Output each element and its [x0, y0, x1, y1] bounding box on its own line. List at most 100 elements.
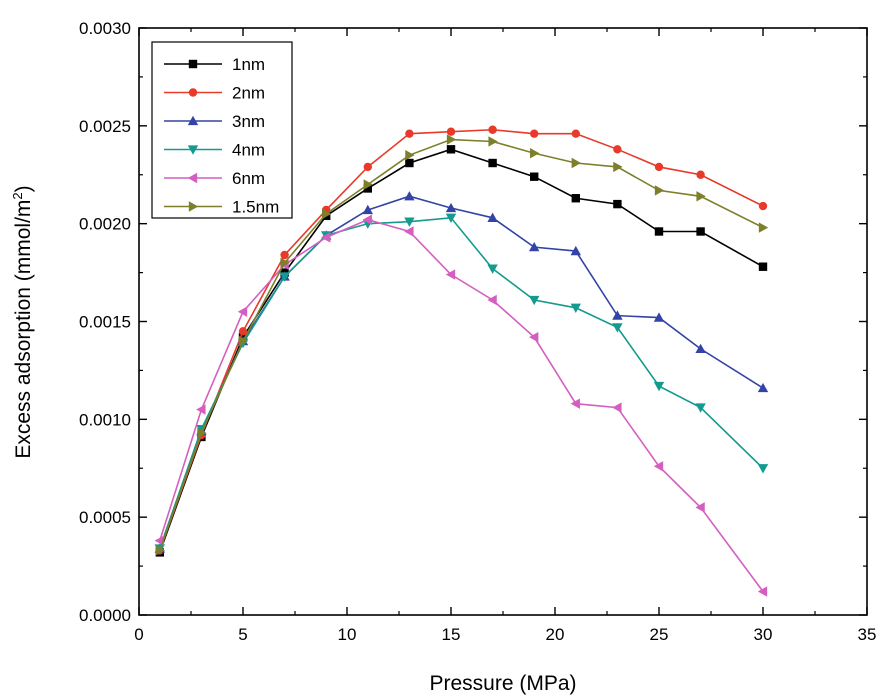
series-1.5nm: [155, 134, 769, 556]
x-axis-title: Pressure (MPa): [429, 672, 576, 695]
legend-item: 4nm: [164, 141, 265, 160]
x-tick-label: 35: [858, 625, 877, 644]
data-point: [530, 129, 539, 138]
data-point: [529, 331, 539, 343]
legend-marker: [187, 172, 198, 184]
legend-marker: [187, 145, 199, 155]
legend-item: 3nm: [164, 112, 265, 131]
data-point: [322, 208, 332, 220]
data-point: [363, 179, 373, 190]
data-point: [363, 184, 372, 193]
data-point: [445, 213, 457, 223]
data-point: [530, 172, 539, 181]
y-axis-title-main: Excess adsorption (mmol/m: [12, 200, 35, 459]
series-line: [159, 195, 764, 549]
legend-label: 3nm: [232, 112, 265, 131]
y-tick-label: 0.0030: [79, 19, 131, 38]
y-axis: 0.0000 0.0005 0.0010 0.0015 0.0020 0.0025 0.00…: [79, 19, 867, 625]
y-tick-label: 0.0015: [79, 313, 131, 332]
data-point: [654, 162, 664, 172]
data-point: [487, 294, 497, 306]
x-tick-label: 25: [650, 625, 669, 644]
data-point: [488, 158, 497, 168]
x-tick-label: 30: [754, 625, 773, 644]
data-point: [445, 202, 457, 213]
legend-marker: [188, 59, 198, 69]
legend-marker: [187, 115, 199, 126]
data-point: [571, 129, 580, 138]
data-point: [404, 191, 415, 201]
data-point: [363, 162, 372, 172]
data-point: [570, 303, 581, 314]
data-point: [758, 201, 768, 211]
data-point: [530, 148, 540, 159]
legend-label: 6nm: [232, 169, 265, 188]
data-point: [570, 398, 580, 409]
data-point: [529, 241, 540, 252]
data-point: [446, 134, 457, 145]
x-tick-label: 15: [442, 625, 461, 644]
data-point: [529, 295, 540, 306]
series-line: [159, 218, 764, 592]
y-axis-title: Excess adsorption (mmol/m2): [10, 185, 35, 458]
data-point: [571, 194, 580, 203]
data-point: [238, 327, 248, 336]
data-point: [487, 264, 498, 274]
data-point: [404, 217, 415, 227]
data-point: [446, 127, 456, 136]
data-point: [279, 272, 290, 282]
series-6nm: [154, 214, 768, 597]
x-tick-label: 0: [134, 625, 143, 644]
data-point: [695, 403, 706, 413]
data-point: [487, 212, 498, 222]
data-point: [653, 312, 665, 322]
series-4nm: [154, 213, 769, 554]
data-point: [757, 382, 769, 393]
series-layer: [154, 125, 769, 597]
data-point: [613, 199, 622, 209]
legend-label: 1nm: [232, 55, 265, 74]
data-point: [280, 250, 289, 260]
y-tick-label: 0.0010: [79, 410, 131, 429]
legend-label: 2nm: [232, 84, 265, 103]
data-point: [237, 306, 248, 317]
data-point: [653, 461, 664, 472]
data-point: [654, 227, 664, 236]
x-tick-label: 5: [238, 625, 247, 644]
x-tick-label: 10: [338, 625, 357, 644]
y-tick-label: 0.0000: [79, 606, 131, 625]
data-point: [197, 427, 207, 439]
data-point: [612, 323, 623, 333]
data-point: [446, 145, 456, 154]
data-point: [571, 157, 581, 169]
data-point: [758, 222, 769, 233]
y-axis-title-superscript: 2: [10, 192, 25, 199]
data-point: [155, 545, 165, 556]
data-point: [362, 204, 373, 215]
data-point: [696, 191, 706, 202]
data-point: [362, 214, 372, 225]
legend-item: 6nm: [164, 169, 265, 188]
y-axis-title-close: ): [12, 185, 35, 192]
legend-marker: [188, 88, 198, 97]
data-point: [445, 269, 456, 280]
data-point: [695, 502, 705, 513]
data-point: [488, 125, 497, 134]
legend-label: 4nm: [232, 141, 265, 160]
legend-item: 2nm: [164, 84, 265, 103]
data-point: [613, 161, 623, 173]
legend-item: 1.5nm: [164, 198, 279, 217]
data-point: [238, 335, 249, 347]
data-point: [757, 464, 769, 474]
legend-marker: [188, 201, 199, 212]
legend: 1nm 2nm 3nm 4nm 6nm 1.5nm: [151, 41, 293, 219]
data-point: [653, 381, 665, 392]
legend-box: [151, 41, 293, 219]
data-point: [196, 404, 206, 415]
data-point: [654, 185, 665, 196]
data-point: [613, 145, 622, 154]
data-point: [404, 226, 414, 237]
data-point: [612, 310, 623, 320]
